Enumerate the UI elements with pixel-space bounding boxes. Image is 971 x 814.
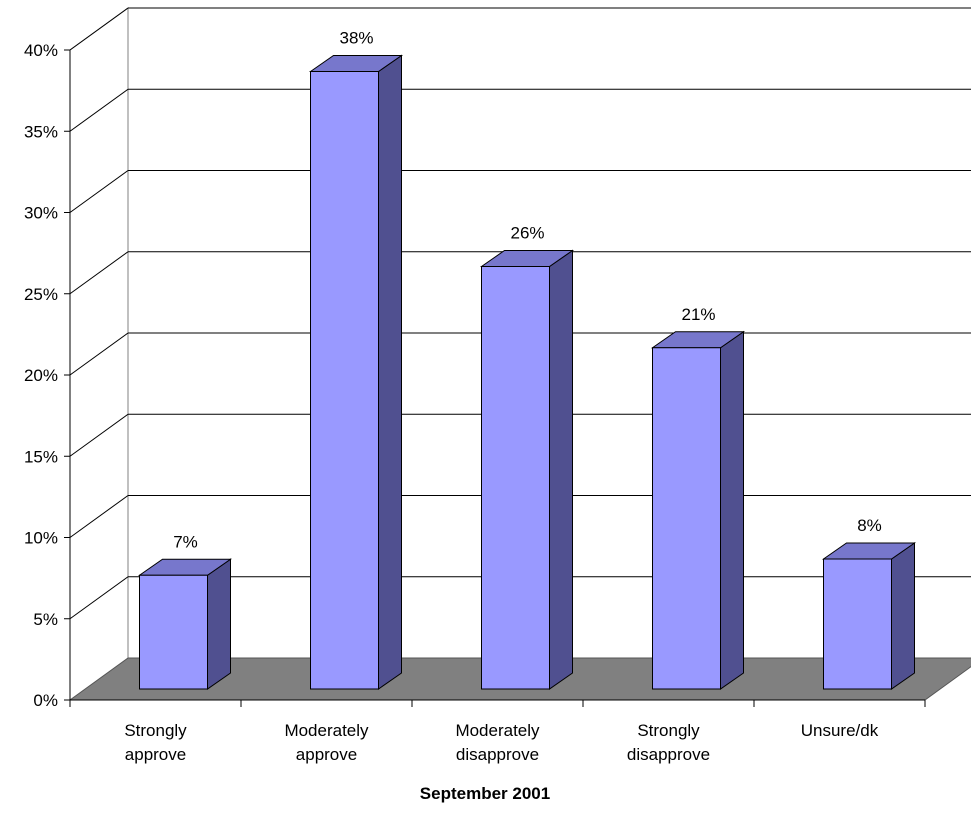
bar-front <box>481 266 550 690</box>
x-tick-label: Strongly approve <box>124 721 187 764</box>
gridline-side <box>69 251 129 295</box>
gridline-side <box>69 7 129 51</box>
x-tick-label-line: Strongly <box>124 721 187 740</box>
bar-side <box>720 330 744 690</box>
bar-front <box>823 558 892 690</box>
bars <box>137 54 917 690</box>
x-tick-label-line: Strongly <box>637 721 700 740</box>
bar <box>137 558 233 690</box>
gridline-side <box>69 413 129 457</box>
x-tick-label: Moderately disapprove <box>455 721 540 764</box>
data-labels: 7% 38% 26% 21% 8% <box>173 29 882 552</box>
gridline-side <box>69 495 129 538</box>
y-tick-label: 0% <box>33 691 58 710</box>
y-tick-label: 20% <box>24 366 58 385</box>
y-tick-label: 25% <box>24 285 58 304</box>
x-tick-label-line: disapprove <box>627 745 710 764</box>
data-label: 7% <box>173 532 198 551</box>
y-tick-label: 5% <box>33 610 58 629</box>
data-label: 21% <box>681 305 715 324</box>
bar <box>821 542 917 690</box>
axes <box>64 49 926 707</box>
bar-front <box>652 347 721 690</box>
x-tick-label: Moderately approve <box>284 721 369 764</box>
x-tick-label-line: Moderately <box>455 721 540 740</box>
y-tick-label: 35% <box>24 122 58 141</box>
bar <box>308 54 404 690</box>
bar-front <box>310 71 379 690</box>
data-label: 38% <box>339 29 373 48</box>
data-label: 8% <box>857 516 882 535</box>
bar-side <box>378 54 402 690</box>
x-tick-label-line: disapprove <box>456 745 539 764</box>
bar <box>479 249 575 690</box>
x-tick-label: Strongly disapprove <box>627 721 710 764</box>
x-tick-label-line: Unsure/dk <box>801 721 879 740</box>
y-tick-label: 40% <box>24 41 58 60</box>
y-axis-tick-labels: 0% 5% 10% 15% 20% 25% 30% 35% 40% <box>24 41 58 710</box>
bar-side <box>549 249 573 690</box>
data-label: 26% <box>510 224 544 243</box>
x-tick-label-line: approve <box>296 745 357 764</box>
x-tick-label: Unsure/dk <box>801 721 879 740</box>
gridline-side <box>69 170 129 213</box>
x-axis-title: September 2001 <box>420 784 550 803</box>
x-tick-label-line: approve <box>125 745 186 764</box>
gridline-side <box>69 88 129 132</box>
gridline-side <box>69 332 129 376</box>
x-tick-label-line: Moderately <box>284 721 369 740</box>
y-tick-label: 15% <box>24 447 58 466</box>
bar-front <box>139 574 208 690</box>
y-tick-label: 10% <box>24 529 58 548</box>
gridline-side <box>69 576 129 620</box>
bar <box>650 330 746 690</box>
side-wall-edge <box>69 7 129 658</box>
y-tick-label: 30% <box>24 204 58 223</box>
bar-side <box>207 558 231 690</box>
bar-side <box>891 542 915 690</box>
